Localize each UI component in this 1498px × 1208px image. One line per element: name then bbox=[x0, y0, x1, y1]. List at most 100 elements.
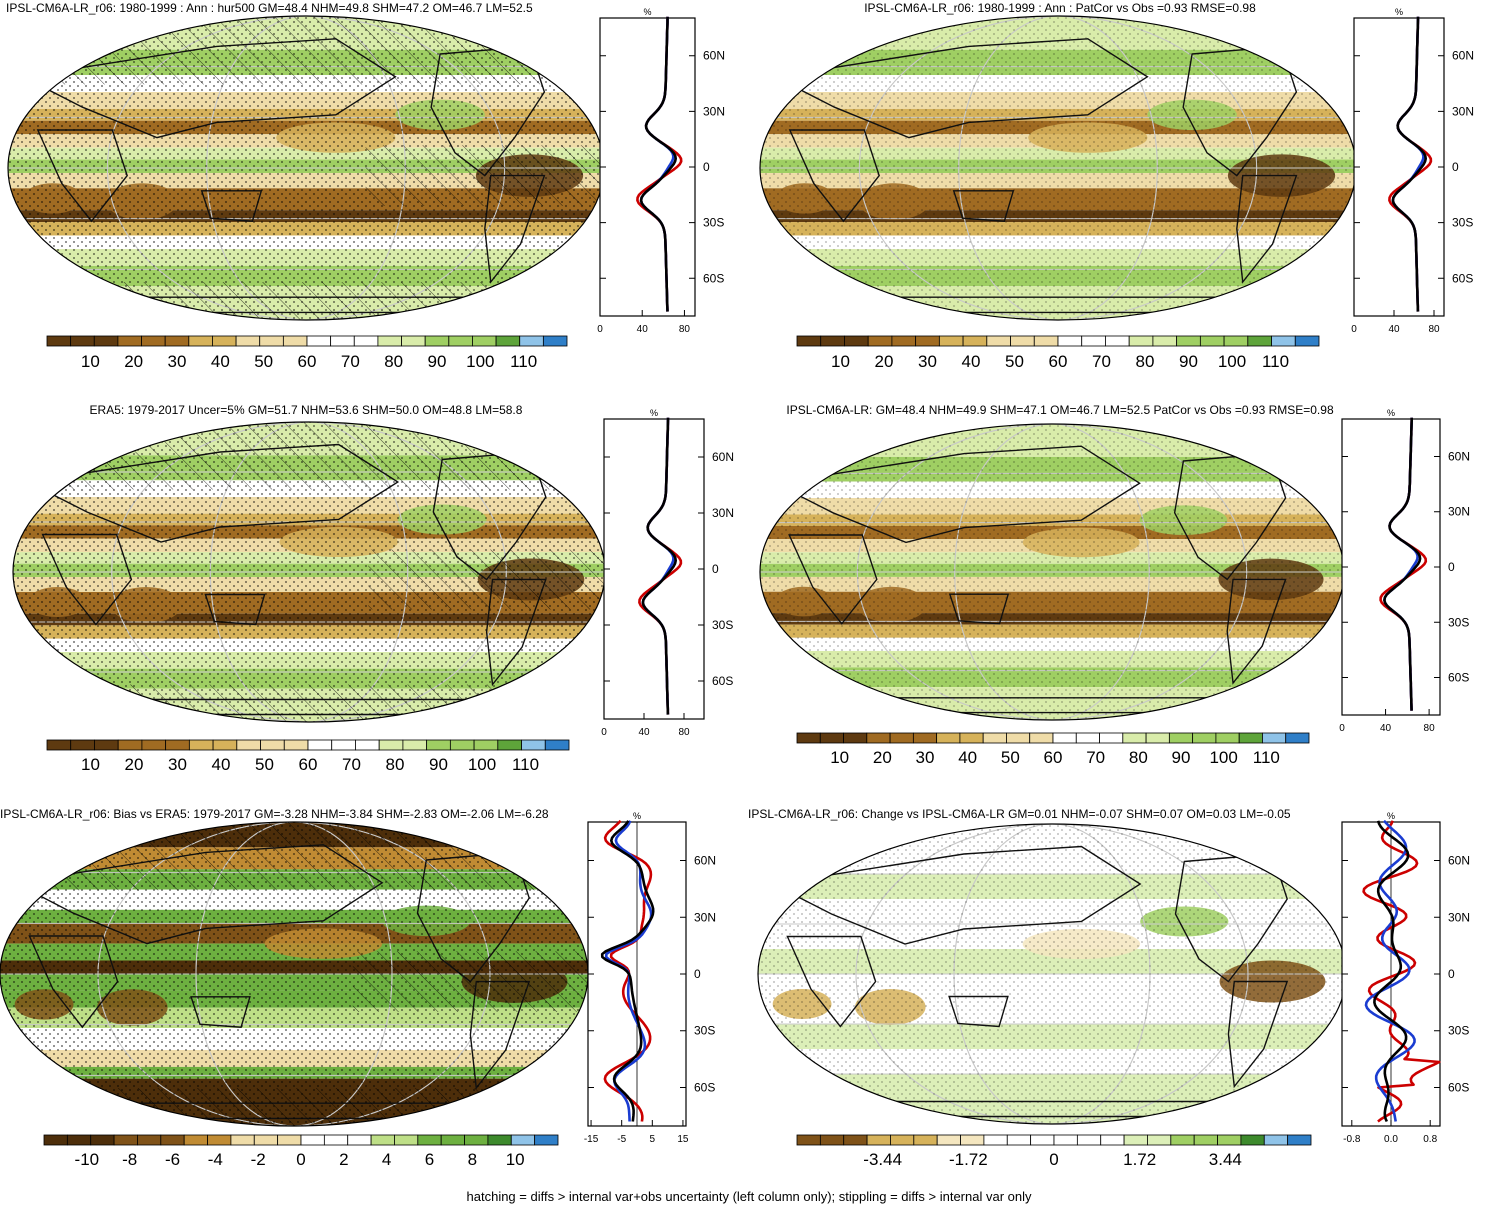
x-tick-label: 0.0 bbox=[1384, 1134, 1398, 1145]
colorbar-segment bbox=[1033, 335, 1059, 347]
colorbar-segment bbox=[188, 335, 213, 347]
lat-tick-label: 60N bbox=[1448, 449, 1470, 463]
colorbar-segment bbox=[519, 335, 544, 347]
panel-title-4: IPSL-CM6A-LR: GM=48.4 NHM=49.9 SHM=47.1 … bbox=[786, 403, 1334, 417]
stippling-overlay bbox=[760, 16, 1356, 320]
colorbar-segment bbox=[306, 335, 332, 347]
colorbar-label: 90 bbox=[429, 755, 448, 774]
colorbar-label: 90 bbox=[428, 352, 447, 371]
colorbar-label: 70 bbox=[342, 755, 361, 774]
colorbar-label: 60 bbox=[1044, 748, 1063, 767]
profile-unit: % bbox=[643, 7, 651, 17]
colorbar-segment bbox=[866, 1134, 891, 1146]
latitude-profile-2: % 60N 30N 0 30S 60S 0 40 80 bbox=[1351, 7, 1474, 335]
x-tick-label: 80 bbox=[1428, 324, 1440, 335]
lat-tick-label: 60S bbox=[1448, 671, 1469, 685]
stippling-overlay bbox=[13, 422, 605, 722]
map-panel-1 bbox=[7, 15, 605, 321]
colorbar-segment bbox=[796, 1134, 821, 1146]
colorbar-segment bbox=[938, 335, 964, 347]
colorbar-segment bbox=[1168, 732, 1194, 744]
colorbar-segment bbox=[1076, 1134, 1102, 1146]
colorbar-segment bbox=[1122, 732, 1147, 744]
colorbar-segment bbox=[1099, 732, 1124, 744]
panel-title-3: ERA5: 1979-2017 Uncer=5% GM=51.7 NHM=53.… bbox=[90, 403, 523, 417]
colorbar-segment bbox=[260, 739, 285, 751]
colorbar-segment bbox=[230, 1134, 255, 1146]
map-panel-3 bbox=[12, 421, 606, 723]
map-field bbox=[0, 822, 588, 1126]
profile-line-mean bbox=[641, 417, 678, 715]
profile-unit: % bbox=[650, 408, 658, 418]
colorbar-segment bbox=[542, 335, 568, 347]
latitude-profile-5: % 60N 30N 0 30S 60S -15 -5 5 15 bbox=[584, 811, 716, 1145]
colorbar-label: -3.44 bbox=[863, 1150, 902, 1169]
colorbar-segment bbox=[323, 1134, 349, 1146]
colorbar-label: 70 bbox=[1086, 748, 1105, 767]
colorbar-segment bbox=[353, 335, 379, 347]
colorbar-segment bbox=[355, 739, 380, 751]
x-tick-label: 0 bbox=[597, 324, 603, 335]
map-panel-4 bbox=[759, 423, 1345, 721]
x-tick-label: 40 bbox=[1388, 324, 1400, 335]
lat-tick-label: 0 bbox=[703, 160, 710, 174]
profile-line-mean bbox=[639, 16, 678, 312]
colorbar-segment bbox=[330, 335, 355, 347]
colorbar-segment bbox=[912, 732, 938, 744]
lat-tick-label: 0 bbox=[1448, 967, 1455, 981]
colorbar-2: 10 20 30 40 50 60 70 80 90 100 110 bbox=[796, 335, 1320, 371]
colorbar-segment bbox=[117, 739, 143, 751]
colorbar-segment bbox=[160, 1134, 185, 1146]
lat-tick-label: 0 bbox=[712, 562, 719, 576]
colorbar-segment bbox=[1223, 335, 1249, 347]
lat-tick-label: 60S bbox=[712, 674, 733, 688]
colorbar-label: 8 bbox=[468, 1150, 477, 1169]
colorbar-segment bbox=[843, 732, 868, 744]
colorbar-label: 100 bbox=[468, 755, 496, 774]
colorbar-label: 0 bbox=[1049, 1150, 1058, 1169]
colorbar-4: 10 20 30 40 50 60 70 80 90 100 110 bbox=[796, 732, 1310, 767]
x-tick-label: 0.8 bbox=[1423, 1134, 1437, 1145]
x-tick-label: -15 bbox=[584, 1134, 599, 1145]
lat-tick-label: 60N bbox=[712, 450, 734, 464]
colorbar-label: 50 bbox=[1005, 352, 1024, 371]
colorbar-segment bbox=[1152, 335, 1178, 347]
profile-unit: % bbox=[1395, 7, 1403, 17]
colorbar-segment bbox=[331, 739, 356, 751]
colorbar-segment bbox=[472, 335, 497, 347]
colorbar-segment bbox=[960, 1134, 985, 1146]
map-field bbox=[758, 824, 1346, 1124]
stippling-overlay bbox=[8, 16, 604, 320]
map-panel-6 bbox=[757, 823, 1347, 1125]
colorbar-segment bbox=[1075, 732, 1100, 744]
colorbar-segment bbox=[440, 1134, 465, 1146]
lat-tick-label: 0 bbox=[694, 967, 701, 981]
colorbar-segment bbox=[378, 739, 404, 751]
x-tick-label: 0 bbox=[601, 727, 607, 738]
colorbar-label: 60 bbox=[299, 755, 318, 774]
colorbar-segment bbox=[1263, 1134, 1289, 1146]
lat-tick-label: 60N bbox=[694, 854, 716, 868]
colorbar-segment bbox=[521, 739, 546, 751]
colorbar-segment bbox=[1081, 335, 1106, 347]
colorbar-segment bbox=[473, 739, 499, 751]
colorbar-segment bbox=[377, 335, 402, 347]
colorbar-label: 110 bbox=[512, 755, 539, 774]
colorbar-segment bbox=[283, 739, 309, 751]
colorbar-label: 90 bbox=[1179, 352, 1198, 371]
colorbar-segment bbox=[66, 1134, 92, 1146]
colorbar-segment bbox=[401, 335, 426, 347]
x-tick-label: 80 bbox=[1424, 723, 1436, 734]
colorbar-segment bbox=[277, 1134, 302, 1146]
x-tick-label: 40 bbox=[638, 727, 650, 738]
colorbar-label: 6 bbox=[425, 1150, 434, 1169]
colorbar-segment bbox=[1128, 335, 1154, 347]
colorbar-segment bbox=[164, 335, 190, 347]
colorbar-segment bbox=[137, 1134, 162, 1146]
footer-note: hatching = diffs > internal var+obs unce… bbox=[467, 1189, 1032, 1204]
map-field bbox=[760, 16, 1356, 320]
colorbar-segment bbox=[1238, 732, 1263, 744]
colorbar-segment bbox=[141, 739, 167, 751]
colorbar-segment bbox=[962, 335, 988, 347]
colorbar-label: 10 bbox=[831, 352, 850, 371]
